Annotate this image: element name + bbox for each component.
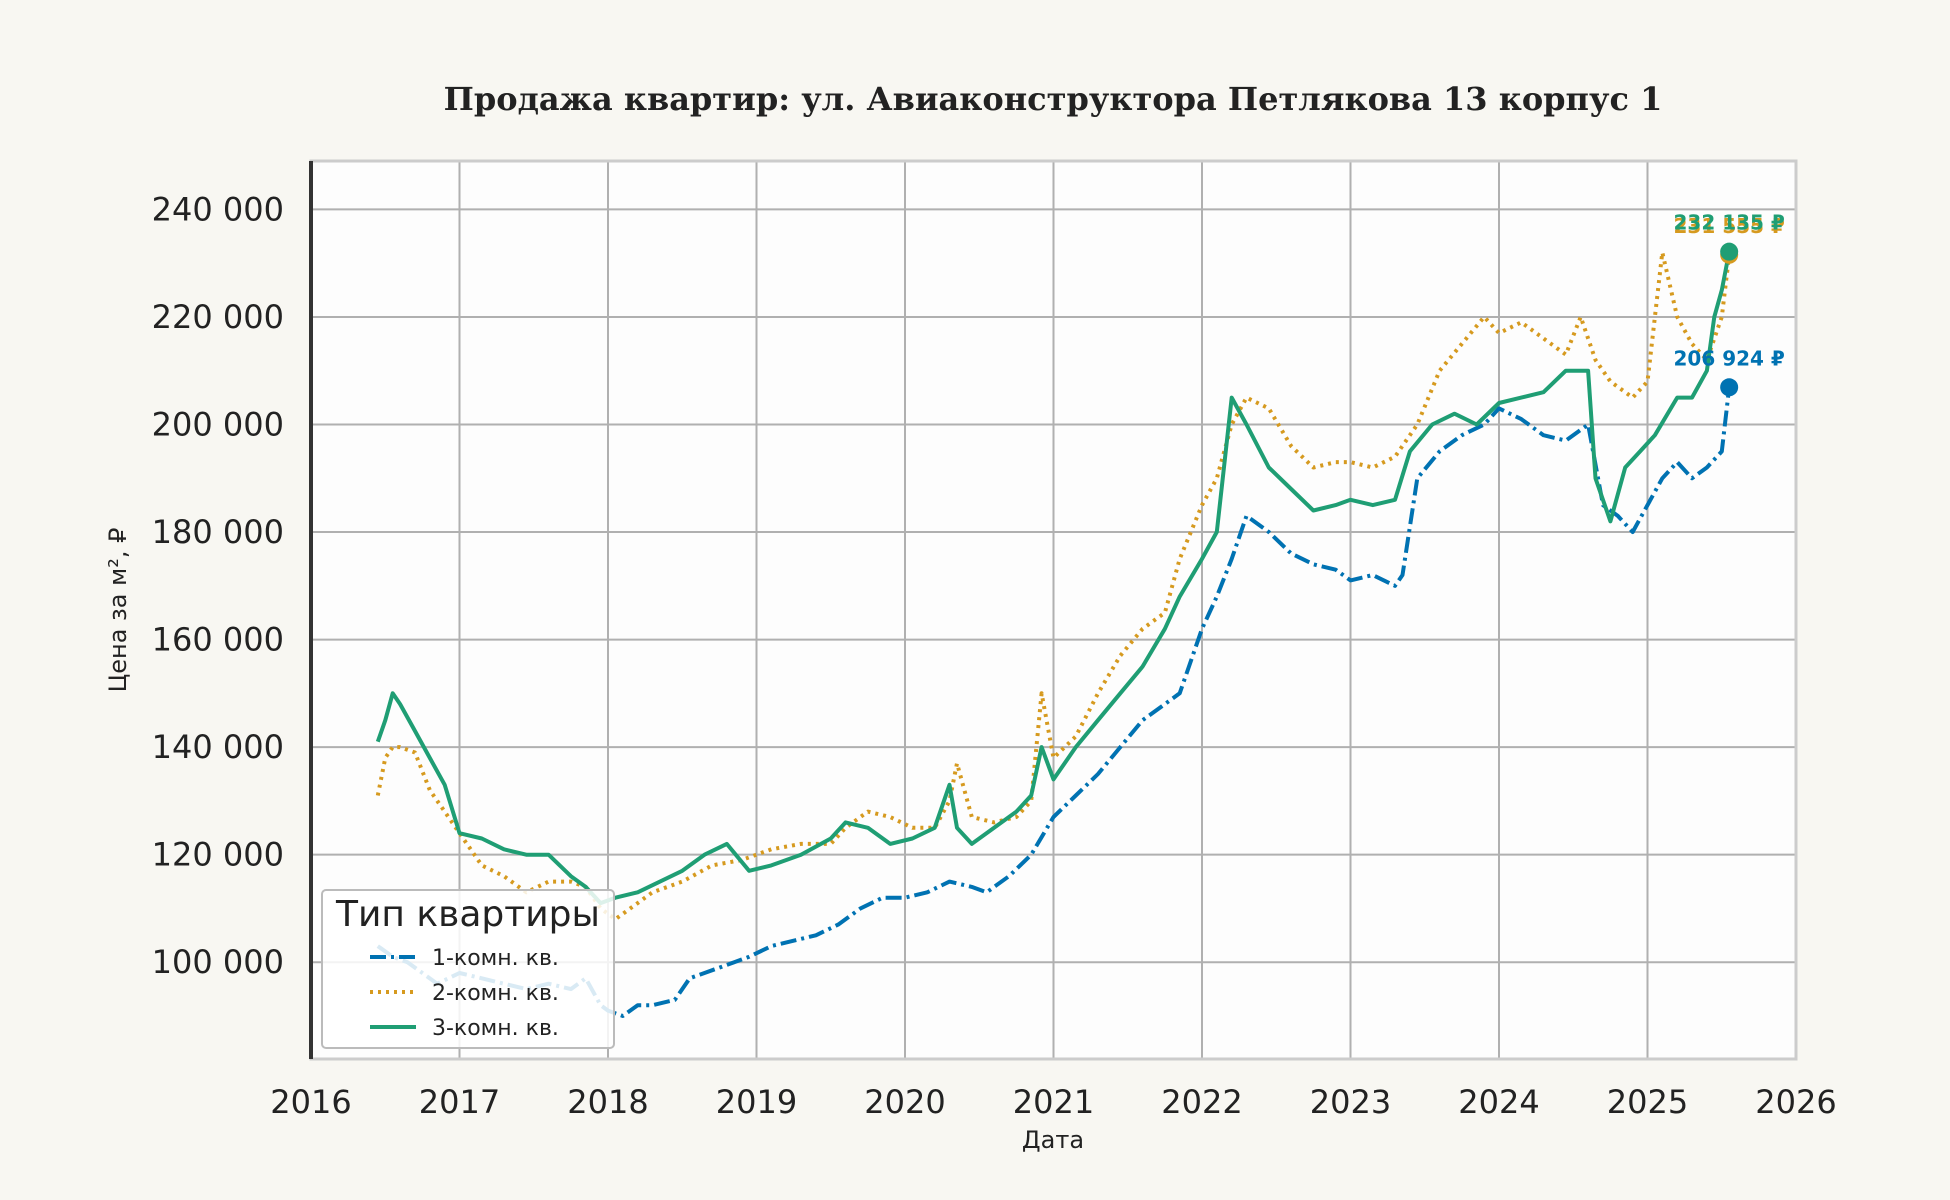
x-tick-label: 2022 (1161, 1083, 1242, 1121)
x-tick-label: 2019 (716, 1083, 797, 1121)
x-tick-label: 2018 (567, 1083, 648, 1121)
x-tick-label: 2016 (270, 1083, 351, 1121)
legend-label-3: 3-комн. кв. (432, 1016, 559, 1041)
series-line-2 (375, 250, 1732, 922)
y-axis-label: Цена за м², ₽ (104, 528, 132, 693)
legend-box (321, 889, 615, 1049)
x-tick-label: 2026 (1755, 1083, 1836, 1121)
x-tick-label: 2020 (864, 1083, 945, 1121)
legend-title: Тип квартиры (335, 894, 600, 935)
x-tick-label: 2024 (1458, 1083, 1539, 1121)
y-tick-label: 100 000 (152, 943, 284, 981)
y-tick-label: 240 000 (152, 190, 284, 228)
end-marker-3 (1720, 378, 1739, 397)
series-line-3 (375, 251, 1732, 906)
legend: Тип квартиры 1-комн. кв. 2-комн. кв. 3-ком… (321, 889, 615, 1049)
end-value-label: 232 135 ₽ (1674, 211, 1785, 235)
y-tick-label: 160 000 (152, 621, 284, 659)
y-tick-label: 140 000 (152, 728, 284, 766)
y-tick-label: 220 000 (152, 298, 284, 336)
y-tick-label: 120 000 (152, 836, 284, 874)
series-lines (375, 250, 1732, 1018)
chart-title: Продажа квартир: ул. Авиаконструктора Пе… (444, 80, 1663, 118)
end-markers: 231 555 ₽232 135 ₽ 206 924 ₽ (1674, 211, 1785, 397)
end-marker-2 (1720, 242, 1739, 261)
end-value-label: 231 555 ₽ (1674, 214, 1785, 238)
x-tick-label: 2021 (1013, 1083, 1094, 1121)
series-line-1 (376, 387, 1732, 1018)
x-tick-label: 2023 (1310, 1083, 1391, 1121)
x-tick-label: 2017 (419, 1083, 500, 1121)
x-tick-label: 2025 (1607, 1083, 1688, 1121)
legend-label-2: 2-комн. кв. (432, 981, 559, 1006)
y-tick-label: 200 000 (152, 405, 284, 443)
y-tick-label: 180 000 (152, 513, 284, 551)
end-value-label: 206 924 ₽ (1674, 346, 1785, 370)
x-axis-label: Дата (1022, 1126, 1084, 1154)
legend-items: 1-комн. кв. 2-комн. кв. 3-комн. кв. (370, 946, 559, 1041)
axis-ticks: 2016 2017 2018 2019 2020 2021 2022 2023 2024 2025… (152, 190, 1837, 1121)
legend-label-1: 1-комн. кв. (432, 946, 559, 971)
